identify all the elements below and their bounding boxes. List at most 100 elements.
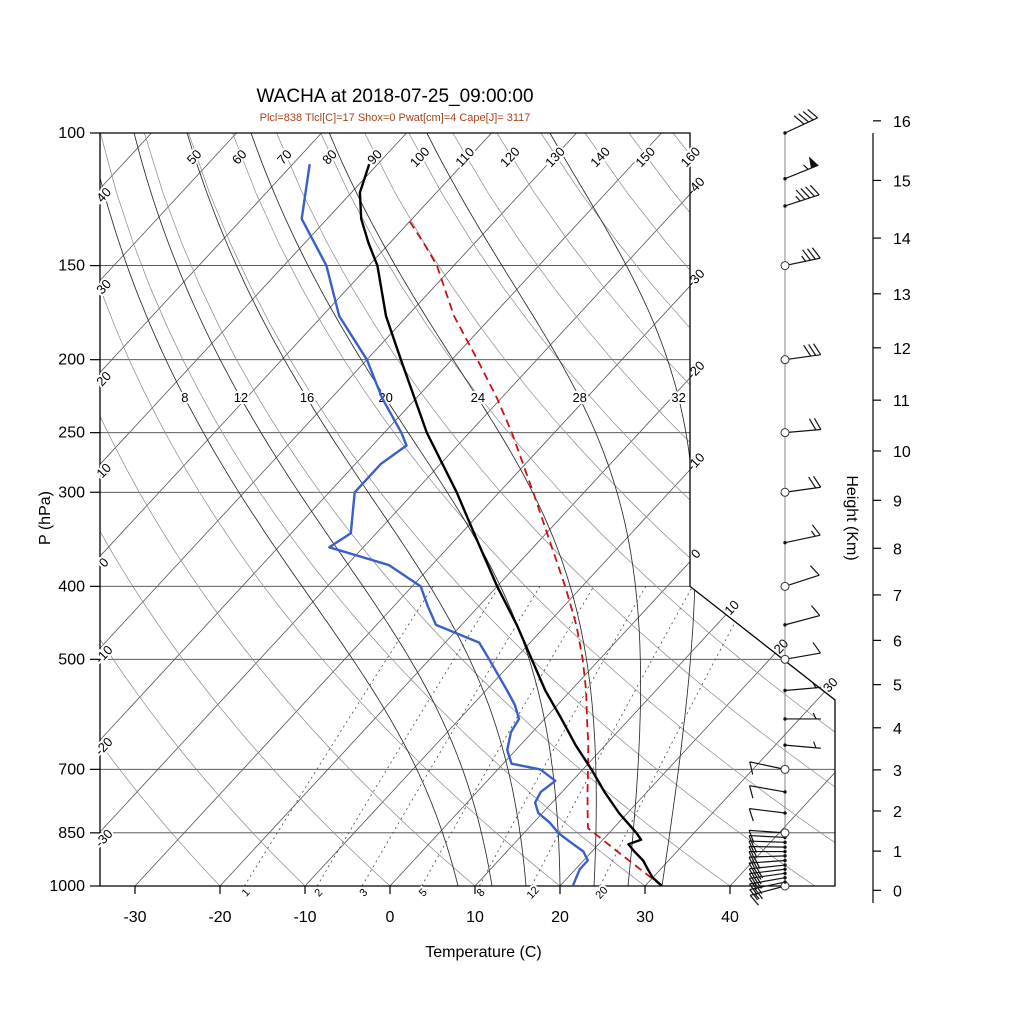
- wind-barb: [784, 417, 822, 434]
- station-circle: [780, 654, 790, 664]
- svg-text:32: 32: [671, 390, 685, 405]
- moist-adiabat: [100, 133, 459, 886]
- station-dot: [783, 540, 787, 545]
- svg-text:200: 200: [58, 352, 85, 369]
- station-dot: [783, 790, 787, 794]
- dry-adiabat: [100, 133, 646, 886]
- station-dot: [783, 623, 787, 627]
- svg-text:50: 50: [184, 147, 205, 168]
- mixing-ratio-line: [361, 586, 541, 886]
- station-dot: [783, 743, 787, 747]
- svg-text:30: 30: [820, 674, 841, 695]
- svg-text:15: 15: [893, 173, 911, 190]
- station-circle: [780, 355, 790, 365]
- wind-barb: [785, 712, 821, 720]
- dry-adiabat: [628, 133, 835, 886]
- station-dot: [783, 880, 787, 884]
- svg-text:10: 10: [893, 444, 911, 461]
- moist-adiabat: [133, 133, 493, 886]
- svg-text:3: 3: [357, 887, 370, 900]
- wind-barb: [748, 855, 786, 869]
- station-dot: [783, 177, 787, 181]
- svg-text:120: 120: [497, 144, 523, 170]
- isotherm-line: [100, 133, 237, 886]
- station-dot: [783, 845, 787, 849]
- station-circle: [780, 828, 790, 838]
- wind-barb: [784, 524, 821, 544]
- isotherm-line: [134, 133, 832, 886]
- station-dot: [783, 840, 787, 845]
- svg-text:7: 7: [893, 588, 902, 605]
- svg-text:150: 150: [632, 144, 658, 170]
- svg-text:160: 160: [677, 144, 703, 170]
- station-dot: [783, 871, 787, 876]
- svg-text:2: 2: [893, 804, 902, 821]
- isotherm-line: [100, 133, 662, 886]
- svg-text:16: 16: [893, 114, 911, 131]
- dry-adiabat: [496, 133, 835, 886]
- moist-adiabat: [549, 133, 696, 886]
- isotherm-line: [100, 133, 577, 886]
- svg-text:850: 850: [58, 825, 85, 842]
- dry-adiabat: [408, 133, 835, 886]
- temperature-curve: [358, 163, 663, 886]
- dry-adiabat: [452, 133, 835, 886]
- svg-text:40: 40: [721, 909, 739, 926]
- wind-barb-column: [748, 108, 822, 906]
- dry-adiabat: [100, 133, 306, 886]
- station-circle: [780, 487, 790, 497]
- svg-text:12: 12: [234, 390, 248, 405]
- svg-text:10: 10: [93, 460, 114, 481]
- dry-adiabat: [188, 133, 816, 886]
- dry-adiabat: [100, 133, 221, 886]
- station-dot: [783, 863, 787, 867]
- wind-barb: [749, 761, 786, 775]
- isotherm-line: [729, 133, 835, 886]
- temperature-axis-title: Temperature (C): [425, 944, 542, 961]
- svg-text:70: 70: [274, 147, 295, 168]
- station-dot: [783, 204, 787, 208]
- mixing-ratio-line: [244, 586, 434, 886]
- svg-text:700: 700: [58, 761, 85, 778]
- wind-barb: [784, 184, 820, 207]
- svg-text:90: 90: [364, 147, 385, 168]
- station-circle: [780, 428, 790, 438]
- wind-barb: [784, 642, 821, 660]
- svg-text:-20: -20: [92, 734, 116, 758]
- svg-text:1: 1: [240, 887, 253, 900]
- mixing-ratio-line: [421, 586, 595, 886]
- wind-barb: [748, 808, 786, 822]
- dry-adiabat: [276, 133, 835, 886]
- parcel-curve: [407, 218, 663, 886]
- dry-adiabat: [144, 133, 731, 886]
- svg-text:3: 3: [893, 763, 902, 780]
- svg-text:8: 8: [893, 541, 902, 558]
- station-dot: [783, 867, 787, 871]
- isotherm-line: [219, 133, 835, 886]
- mixing-ratio-line: [478, 586, 647, 886]
- wind-barb: [748, 785, 786, 799]
- svg-text:100: 100: [58, 125, 85, 142]
- station-dot: [783, 717, 787, 721]
- dry-adiabat: [584, 133, 835, 886]
- isotherm-line: [559, 133, 835, 886]
- mixing-ratio-line: [316, 586, 500, 886]
- dewpoint-curve: [300, 164, 589, 886]
- svg-text:10: 10: [466, 909, 484, 926]
- svg-text:-30: -30: [684, 266, 708, 290]
- station-dot: [783, 876, 787, 880]
- wind-barb: [784, 476, 822, 493]
- moist-adiabat: [250, 133, 561, 886]
- moist-adiabat: [426, 133, 642, 886]
- wind-barb: [748, 845, 786, 859]
- dry-adiabat: [100, 133, 391, 886]
- svg-text:-10: -10: [92, 642, 116, 666]
- wind-barb: [784, 108, 819, 134]
- moist-adiabat: [328, 133, 597, 886]
- svg-text:10: 10: [721, 597, 742, 618]
- dry-adiabat: [672, 133, 835, 886]
- svg-text:500: 500: [58, 651, 85, 668]
- chart-title: WACHA at 2018-07-25_09:00:00: [256, 86, 534, 107]
- svg-text:-40: -40: [684, 174, 708, 198]
